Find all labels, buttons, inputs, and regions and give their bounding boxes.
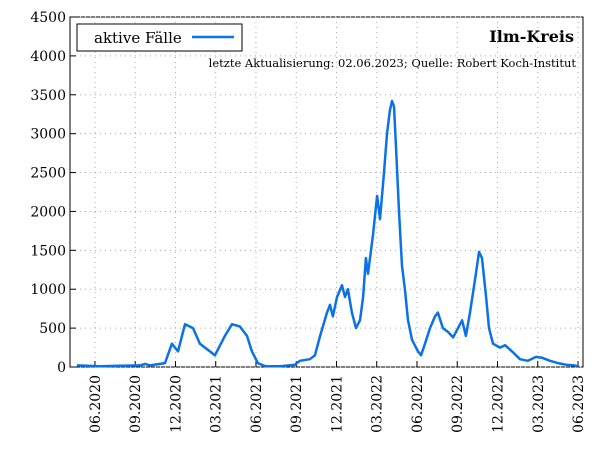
x-tick-label: 12.2022: [491, 375, 507, 433]
line-series: [76, 99, 579, 368]
x-tick-label: 06.2020: [88, 375, 104, 433]
y-tick-label: 1000: [30, 282, 66, 298]
y-tick-label: 3500: [30, 88, 66, 104]
plot-frame: [69, 16, 584, 368]
chart-title: Ilm-Kreis: [489, 27, 574, 46]
x-tick-label: 06.2022: [410, 375, 426, 433]
y-tick-label: 2500: [30, 166, 66, 182]
x-tick-label: 03.2022: [370, 375, 386, 433]
y-tick-label: 3000: [30, 127, 66, 143]
y-tick-label: 2000: [30, 204, 66, 220]
x-tick-label: 09.2021: [289, 375, 305, 433]
y-tick-label: 1500: [30, 243, 66, 259]
x-tick-label: 12.2021: [329, 375, 345, 433]
x-tick-label: 03.2021: [209, 375, 225, 433]
x-tick-label: 03.2023: [531, 375, 547, 433]
x-tick-label: 06.2021: [249, 375, 265, 433]
y-tick-label: 500: [39, 321, 66, 337]
legend-label: aktive Fälle: [94, 29, 182, 47]
y-tick-label: 4500: [30, 10, 66, 26]
x-tick-label: 12.2020: [168, 375, 184, 433]
y-tick-label: 0: [57, 360, 66, 376]
x-tick-label: 09.2020: [128, 375, 144, 433]
chart-subtitle: letzte Aktualisierung: 02.06.2023; Quell…: [209, 56, 577, 70]
x-tick-label: 06.2023: [571, 375, 587, 433]
y-tick-label: 4000: [30, 49, 66, 65]
x-tick-label: 09.2022: [450, 375, 466, 433]
